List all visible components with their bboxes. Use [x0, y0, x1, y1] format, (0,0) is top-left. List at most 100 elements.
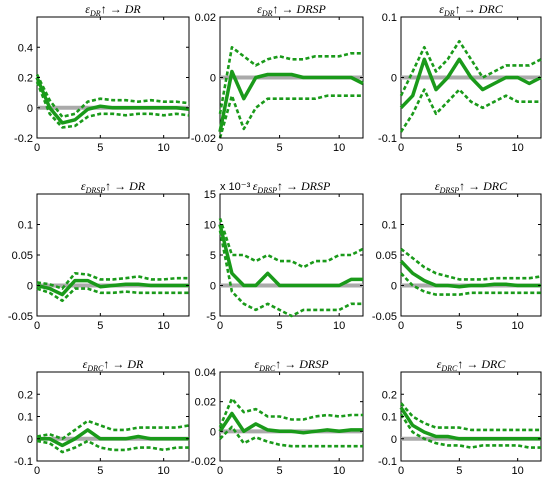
x-tick-label: 5 [97, 465, 103, 477]
x-tick-label: 10 [333, 320, 345, 332]
x-tick-label: 5 [97, 320, 103, 332]
title-shock: DRC [440, 364, 458, 373]
y-tick-label: 0.4 [18, 42, 33, 54]
title-epsilon: ε [257, 2, 262, 16]
x-tick-label: 0 [217, 142, 223, 154]
x-tick-label: 0 [217, 320, 223, 332]
x-tick-label: 5 [97, 142, 103, 154]
title-epsilon: ε [81, 179, 86, 193]
series-line-lower [400, 272, 541, 296]
y-tick-label: 0 [27, 103, 33, 115]
y-tick-label: 15 [204, 189, 216, 201]
y-tick-label: 0 [391, 281, 397, 293]
panel-title: εDRC↑ → DRC [437, 357, 507, 373]
panel-title: εDRSP↑ → DR [81, 179, 146, 195]
x-tick-label: 0 [34, 320, 40, 332]
y-tick-label: -5 [206, 311, 216, 323]
series-line-upper [400, 402, 541, 432]
series-line-lower [218, 94, 363, 139]
series-line-upper [35, 73, 190, 119]
title-response: DR [126, 357, 144, 371]
title-epsilon: ε [253, 179, 258, 193]
title-arrow: ↑ → [101, 2, 125, 16]
title-response: DRSP [298, 357, 329, 371]
x-tick-label: 10 [158, 465, 170, 477]
title-epsilon: ε [439, 2, 444, 16]
series-line-lower [399, 88, 541, 133]
x-tick-label: 10 [333, 465, 345, 477]
y-tick-label: 0 [210, 426, 216, 438]
title-arrow: ↑ → [277, 179, 301, 193]
title-epsilon: ε [435, 179, 440, 193]
axes-frame [36, 371, 190, 462]
series-line-lower [218, 230, 363, 318]
y-tick-label: -0.05 [372, 311, 397, 323]
y-tick-label: 0 [27, 281, 33, 293]
title-epsilon: ε [254, 357, 259, 371]
y-tick-label: -0.1 [378, 456, 397, 468]
x-tick-label: 5 [456, 142, 462, 154]
title-epsilon: ε [83, 357, 88, 371]
title-shock: DRSP [256, 186, 277, 195]
y-tick-label: 5 [210, 250, 216, 262]
y-tick-label: 0 [391, 434, 397, 446]
title-arrow: ↑ → [459, 179, 483, 193]
series-line-response [399, 57, 542, 110]
panel-title: εDR↑ → DR [85, 2, 141, 18]
series-line-upper [218, 45, 363, 115]
y-tick-label: 0.04 [195, 367, 216, 379]
x-tick-label: 5 [456, 320, 462, 332]
series-line-upper [399, 39, 542, 97]
y-tick-label: -0.2 [14, 133, 33, 145]
y-tick-label: 0.1 [18, 412, 33, 424]
y-tick-label: 10 [204, 220, 216, 232]
x-tick-label: 0 [34, 142, 40, 154]
series-line-response [35, 76, 190, 125]
x-tick-label: 0 [398, 142, 404, 154]
title-arrow: ↑ → [273, 2, 297, 16]
x-tick-label: 10 [512, 465, 524, 477]
y-tick-label: 0.1 [382, 412, 397, 424]
x-tick-label: 0 [34, 465, 40, 477]
x-tick-label: 10 [158, 142, 170, 154]
title-response: DRSP [300, 179, 331, 193]
y-tick-label: -0.1 [378, 133, 397, 145]
axes-frame [219, 371, 364, 462]
y-tick-label: -0.02 [191, 133, 216, 145]
series-line-lower [219, 425, 363, 448]
x-tick-label: 10 [158, 320, 170, 332]
title-response: DRSP [296, 2, 327, 16]
title-epsilon: ε [437, 357, 442, 371]
series-line-response [218, 69, 364, 133]
title-shock: DR [89, 9, 101, 18]
series-line-response [399, 406, 541, 441]
title-shock: DRC [258, 364, 276, 373]
title-shock: DR [261, 9, 273, 18]
title-response: DRC [482, 179, 508, 193]
panel-title: εDRSP↑ → DRC [435, 179, 508, 195]
title-arrow: ↑ → [103, 357, 127, 371]
y-tick-label: 0 [27, 434, 33, 446]
axes-frame [400, 371, 542, 462]
y-tick-label: 0 [391, 73, 397, 85]
title-response: DRC [480, 357, 506, 371]
y-tick-label: 0.05 [376, 250, 397, 262]
title-shock: DRSP [85, 186, 106, 195]
panel-title: εDR↑ → DRSP [257, 2, 326, 18]
x-tick-label: 0 [398, 465, 404, 477]
y-tick-label: 0.02 [195, 397, 216, 409]
title-response: DRC [478, 2, 504, 16]
y-tick-label: 0.02 [195, 12, 216, 24]
title-shock: DR [443, 9, 455, 18]
y-tick-label: 0 [210, 281, 216, 293]
y-tick-label: 0.1 [382, 220, 397, 232]
series-line-response [36, 278, 189, 297]
